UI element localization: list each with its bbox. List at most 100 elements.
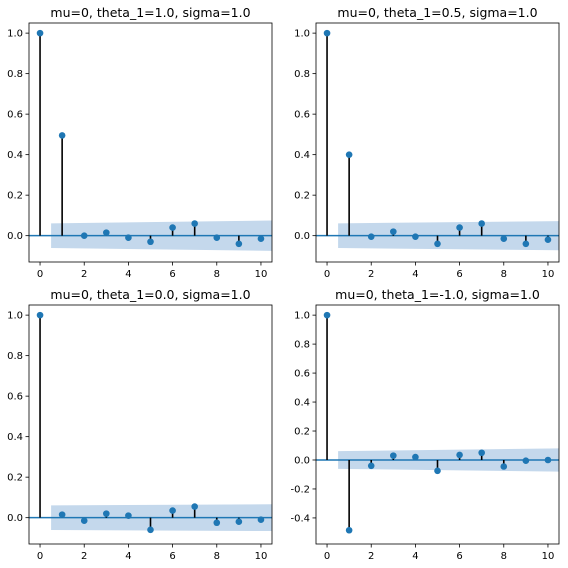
x-tick-label: 8 — [501, 551, 507, 562]
marker-lag-5 — [434, 240, 441, 248]
x-tick-label: 6 — [169, 269, 175, 280]
x-tick-label: 4 — [125, 269, 131, 280]
x-tick-label: 2 — [81, 269, 87, 280]
x-tick-label: 10 — [542, 551, 555, 562]
x-tick-label: 10 — [255, 551, 268, 562]
y-tick-label: 0.6 — [294, 369, 310, 380]
acf-panel-4: 0 2 4 6 8 10 -0.4 -0.2 0.0 0.2 0.4 0.6 0.8 1.0 mu=0, t… — [290, 287, 560, 562]
marker-lag-10 — [257, 235, 265, 243]
y-tick-label: 0.0 — [7, 513, 23, 524]
marker-lag-2 — [367, 233, 375, 240]
marker-lag-0 — [36, 311, 44, 319]
marker-lag-0 — [323, 311, 331, 319]
marker-lag-7 — [191, 503, 198, 510]
plot-area — [29, 29, 272, 251]
marker-lag-10 — [544, 236, 552, 244]
x-tick-label: 0 — [324, 551, 330, 562]
axes-frame — [315, 22, 560, 263]
panel-title: mu=0, theta_1=0.0, sigma=1.0 — [50, 287, 250, 302]
marker-lag-6 — [169, 507, 176, 514]
acf-panel-2: 0 2 4 6 8 10 0.0 0.2 0.4 0.6 0.8 1.0 mu=0, theta_1=0… — [294, 5, 560, 280]
marker-lag-1 — [345, 526, 353, 534]
marker-lag-2 — [80, 232, 88, 239]
x-tick-label: 6 — [169, 551, 175, 562]
x-tick-label: 10 — [542, 269, 555, 280]
y-tick-label: 0.8 — [7, 69, 23, 80]
x-tick-label: 2 — [81, 551, 87, 562]
panel-title: mu=0, theta_1=1.0, sigma=1.0 — [50, 5, 250, 20]
marker-lag-7 — [191, 220, 198, 227]
x-tick-label: 4 — [412, 551, 418, 562]
marker-lag-3 — [103, 510, 110, 517]
plot-area — [316, 311, 559, 534]
y-tick-label: 0.0 — [294, 455, 310, 466]
x-tick-label: 0 — [37, 269, 43, 280]
x-tick-label: 2 — [368, 551, 374, 562]
y-tick-label: 0.0 — [294, 231, 310, 242]
acf-panel-3: 0 2 4 6 8 10 0.0 0.2 0.4 0.6 0.8 1.0 mu=0, theta_1=0… — [7, 287, 273, 562]
marker-lag-4 — [412, 233, 419, 240]
marker-lag-3 — [103, 229, 110, 236]
marker-lag-2 — [80, 517, 88, 525]
y-tick-label: 0.4 — [294, 398, 310, 409]
marker-lag-9 — [522, 240, 530, 248]
y-tick-label: 0.4 — [7, 150, 23, 161]
y-tick-label: 0.6 — [7, 110, 23, 121]
marker-lag-8 — [500, 235, 508, 243]
y-tick-label: 0.0 — [7, 231, 23, 242]
x-tick-label: 0 — [324, 269, 330, 280]
marker-lag-4 — [125, 512, 132, 519]
marker-lag-5 — [147, 238, 154, 246]
y-tick-label: 1.0 — [294, 29, 310, 40]
y-tick-label: -0.2 — [290, 484, 310, 495]
plot-area — [316, 29, 559, 251]
y-tick-label: 0.2 — [294, 191, 310, 202]
marker-lag-0 — [323, 29, 331, 37]
marker-lag-7 — [478, 449, 485, 457]
marker-lag-8 — [500, 463, 508, 470]
y-tick-label: 0.2 — [7, 473, 23, 484]
marker-lag-4 — [412, 453, 419, 461]
x-tick-label: 8 — [501, 269, 507, 280]
y-tick-label: 0.8 — [7, 351, 23, 362]
x-tick-label: 2 — [368, 269, 374, 280]
panel-title: mu=0, theta_1=0.5, sigma=1.0 — [337, 5, 537, 20]
marker-lag-2 — [367, 462, 375, 470]
marker-lag-6 — [456, 224, 463, 231]
x-tick-label: 8 — [214, 269, 220, 280]
x-tick-label: 0 — [37, 551, 43, 562]
marker-lag-1 — [58, 132, 66, 139]
axes-frame — [28, 22, 273, 263]
y-tick-label: 0.2 — [294, 427, 310, 438]
marker-lag-5 — [434, 467, 441, 475]
x-tick-label: 8 — [214, 551, 220, 562]
y-tick-label: 1.0 — [7, 311, 23, 322]
y-tick-label: 0.4 — [294, 150, 310, 161]
marker-lag-5 — [147, 526, 154, 534]
marker-lag-9 — [522, 457, 530, 465]
panel-title: mu=0, theta_1=-1.0, sigma=1.0 — [335, 287, 540, 302]
marker-lag-9 — [235, 518, 243, 526]
marker-lag-1 — [345, 151, 353, 158]
y-tick-label: -0.4 — [290, 513, 310, 524]
marker-lag-6 — [169, 224, 176, 231]
y-tick-label: 0.2 — [7, 191, 23, 202]
marker-lag-4 — [125, 234, 132, 241]
y-tick-label: 1.0 — [7, 29, 23, 40]
x-tick-label: 4 — [412, 269, 418, 280]
y-tick-label: 0.6 — [294, 110, 310, 121]
marker-lag-1 — [58, 511, 66, 518]
y-tick-label: 1.0 — [294, 311, 310, 322]
marker-lag-6 — [456, 451, 463, 459]
marker-lag-7 — [478, 220, 485, 227]
marker-lag-3 — [390, 452, 397, 459]
y-tick-label: 0.4 — [7, 432, 23, 443]
x-tick-label: 6 — [456, 269, 462, 280]
x-tick-label: 4 — [125, 551, 131, 562]
marker-lag-8 — [213, 234, 221, 241]
x-tick-label: 10 — [255, 269, 268, 280]
marker-lag-9 — [235, 240, 243, 248]
axes-frame — [315, 304, 560, 545]
